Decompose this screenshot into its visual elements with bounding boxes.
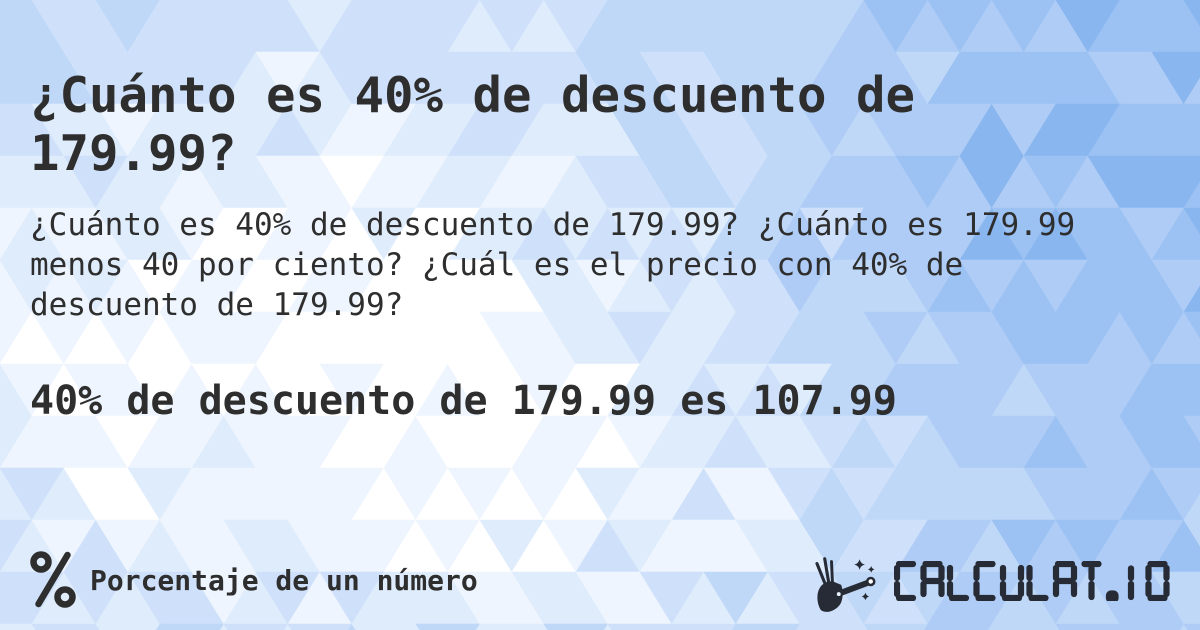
sparkle-stars	[854, 559, 875, 601]
brand-wordmark	[894, 561, 1172, 601]
question-description: ¿Cuánto es 40% de descuento de 179.99? ¿…	[30, 207, 1076, 323]
category-label: Porcentaje de un número	[90, 563, 478, 597]
magic-wand-hand-icon	[815, 557, 876, 612]
percent-icon	[30, 551, 76, 608]
page-title: ¿Cuánto es 40% de descuento de 179.99?	[30, 66, 916, 182]
answer-text: 40% de descuento de 179.99 es 107.99	[30, 378, 897, 424]
category-badge: Porcentaje de un número	[30, 543, 478, 617]
brand-logo	[809, 544, 1172, 618]
